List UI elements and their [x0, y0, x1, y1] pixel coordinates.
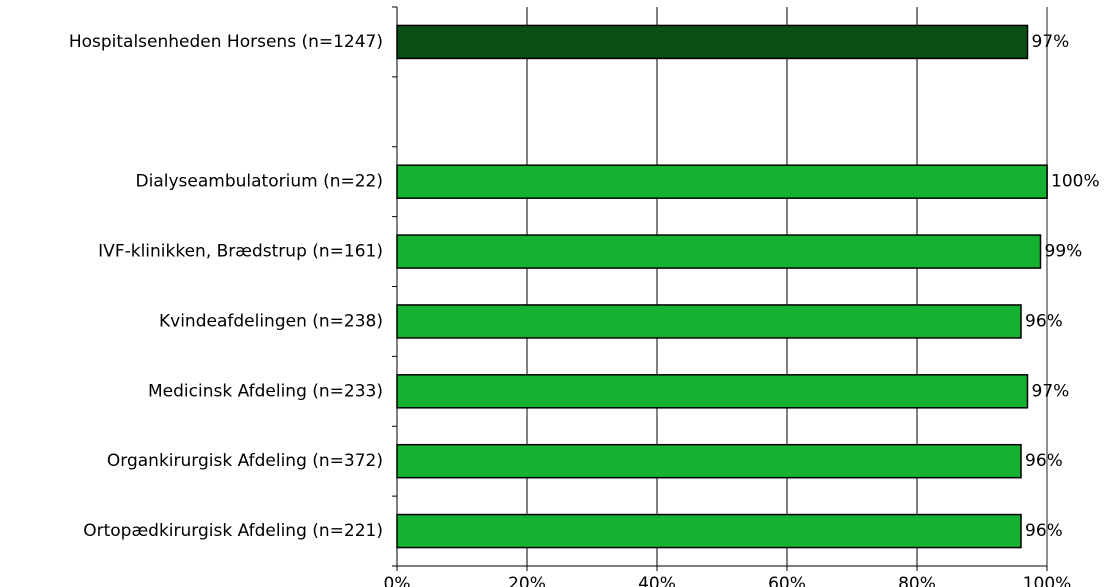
x-tick-label: 40%	[638, 574, 676, 587]
bar	[396, 164, 1048, 199]
value-label: 97%	[1032, 381, 1070, 401]
category-label: Ortopædkirurgisk Afdeling (n=221)	[83, 521, 383, 541]
x-tick-label: 100%	[1023, 574, 1072, 587]
x-tick-label: 20%	[508, 574, 546, 587]
value-label: 96%	[1025, 521, 1063, 541]
labels: 97% Hospitalsenheden Horsens (n=1247) 100%…	[69, 32, 1100, 587]
category-label: Medicinsk Afdeling (n=233)	[148, 381, 383, 401]
bars	[396, 24, 1048, 549]
category-label: Kvindeafdelingen (n=238)	[159, 311, 383, 331]
category-label: IVF-klinikken, Brædstrup (n=161)	[98, 242, 383, 262]
category-label: Hospitalsenheden Horsens (n=1247)	[69, 32, 383, 52]
bar	[396, 24, 1029, 60]
x-tick-label: 80%	[898, 574, 936, 587]
category-label: Organkirurgisk Afdeling (n=372)	[107, 451, 383, 471]
bar	[396, 304, 1022, 339]
value-label: 96%	[1025, 311, 1063, 331]
gridlines	[526, 7, 1048, 566]
value-label: 97%	[1032, 32, 1070, 52]
axes	[392, 6, 1048, 571]
x-tick-label: 60%	[768, 574, 806, 587]
value-label: 100%	[1051, 172, 1100, 192]
bar	[396, 374, 1029, 409]
value-label: 99%	[1045, 242, 1083, 262]
bar	[396, 443, 1022, 479]
bar	[396, 234, 1042, 269]
bar	[396, 513, 1022, 549]
x-tick-label: 0%	[384, 574, 411, 587]
category-label: Dialyseambulatorium (n=22)	[136, 172, 383, 192]
value-label: 96%	[1025, 451, 1063, 471]
